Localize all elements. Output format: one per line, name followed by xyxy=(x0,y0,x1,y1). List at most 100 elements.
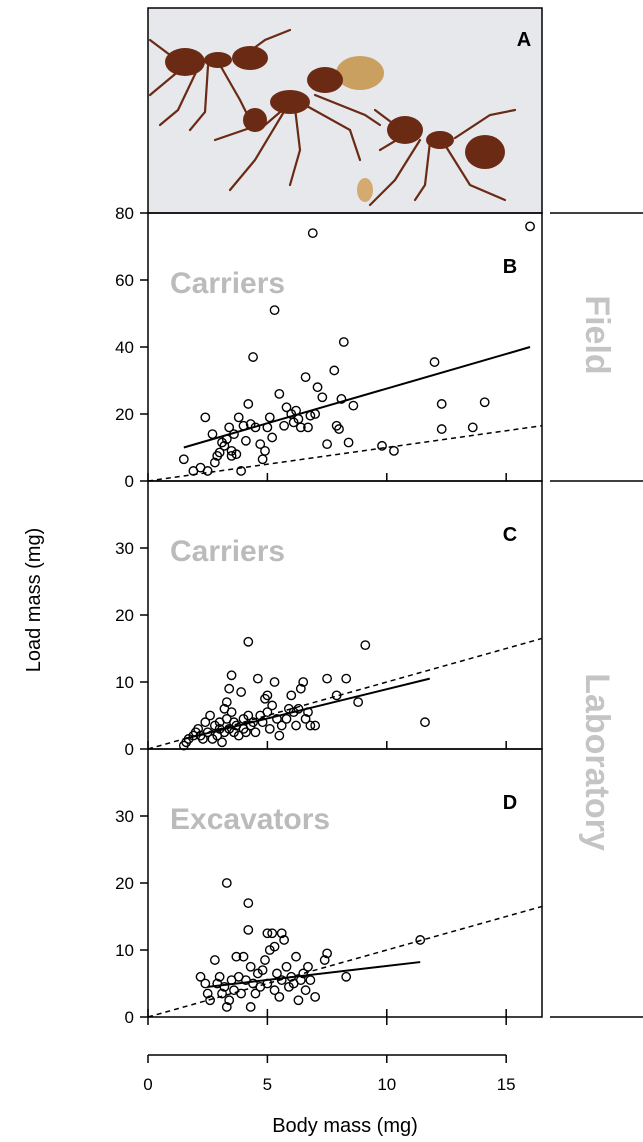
ant-body-segment xyxy=(270,90,310,114)
data-point xyxy=(262,690,273,701)
data-point xyxy=(267,928,278,939)
data-point xyxy=(262,978,273,989)
data-point xyxy=(200,717,211,728)
data-point xyxy=(429,357,440,367)
ant-body-segment xyxy=(465,135,505,169)
ant-illustration xyxy=(148,28,517,207)
data-point xyxy=(293,995,304,1006)
ant-leg xyxy=(413,140,432,202)
data-point xyxy=(243,925,254,935)
data-point xyxy=(257,454,268,465)
ant-body-segment xyxy=(165,48,205,76)
data-point xyxy=(295,422,306,433)
y-tick-label: 0 xyxy=(125,740,134,759)
y-axis-label: Load mass (mg) xyxy=(23,528,45,673)
y-tick-label: 0 xyxy=(125,472,134,491)
data-point xyxy=(178,454,189,465)
data-point xyxy=(281,402,292,413)
data-point xyxy=(276,928,287,939)
plot-panels: 0 20 40 60 80 Carriers B 0 10 20 30 Carriers C 0 10 20 3… xyxy=(115,204,543,1094)
reference-line xyxy=(147,905,543,1018)
data-point xyxy=(262,707,273,718)
data-point xyxy=(269,305,280,316)
data-point xyxy=(231,951,242,962)
data-point xyxy=(343,437,354,448)
soil-grain xyxy=(357,178,373,202)
data-point xyxy=(307,228,318,239)
panel-letter-c: C xyxy=(503,524,517,546)
ant-leg xyxy=(443,143,507,202)
photo-panel-a: Photograph of leaf-cutting ants carrying… xyxy=(147,7,543,214)
data-point xyxy=(319,955,330,965)
scatter-panel-b: 0 20 40 60 80 Carriers B xyxy=(115,204,543,491)
data-point xyxy=(200,412,211,423)
data-point xyxy=(276,720,287,731)
data-point xyxy=(248,352,258,362)
data-point xyxy=(233,412,244,423)
data-point xyxy=(252,673,263,684)
data-point xyxy=(221,697,232,707)
data-point xyxy=(236,687,247,697)
data-point xyxy=(226,670,237,681)
data-point xyxy=(241,727,251,738)
y-tick-label: 10 xyxy=(115,941,134,960)
data-point xyxy=(219,981,230,992)
data-point xyxy=(436,399,447,409)
data-point xyxy=(322,439,332,450)
y-tick-label: 60 xyxy=(115,271,134,290)
data-point xyxy=(245,1002,256,1012)
data-point xyxy=(436,424,447,434)
data-point xyxy=(195,971,206,982)
ant-body-segment xyxy=(387,116,423,144)
data-point xyxy=(298,677,309,687)
y-tick-label: 40 xyxy=(115,338,134,357)
data-point xyxy=(250,727,261,738)
x-axis-label: Body mass (mg) xyxy=(272,1115,418,1137)
x-tick-label: 10 xyxy=(377,1075,396,1094)
data-point xyxy=(198,734,208,744)
data-point xyxy=(303,707,313,718)
data-point xyxy=(202,466,213,476)
data-point xyxy=(317,392,328,403)
data-point xyxy=(226,707,237,718)
data-point xyxy=(295,975,306,986)
ant-leg xyxy=(148,38,172,57)
data-point xyxy=(269,677,280,687)
data-point xyxy=(329,365,340,376)
data-point xyxy=(310,992,321,1002)
data-point xyxy=(303,422,313,433)
data-point xyxy=(236,466,247,476)
data-point xyxy=(226,450,237,461)
data-point xyxy=(257,965,268,975)
data-point xyxy=(248,717,258,728)
group-label-field: Field xyxy=(578,295,616,374)
data-point xyxy=(272,968,282,979)
data-point xyxy=(217,737,227,748)
panel-title: Excavators xyxy=(170,803,330,836)
data-point xyxy=(291,720,301,731)
data-point xyxy=(272,713,282,724)
ant-leg xyxy=(453,108,517,140)
data-point xyxy=(338,337,349,347)
data-point xyxy=(221,434,232,445)
data-point xyxy=(209,457,220,468)
y-tick-label: 30 xyxy=(115,807,134,826)
data-point xyxy=(281,713,292,724)
y-tick-label: 30 xyxy=(115,539,134,558)
ant-leg xyxy=(228,108,287,192)
data-point xyxy=(269,985,280,996)
ant-body-segment xyxy=(232,46,268,70)
data-point xyxy=(238,951,249,962)
y-tick-label: 20 xyxy=(115,405,134,424)
data-point xyxy=(260,445,270,456)
data-point xyxy=(269,941,280,952)
ant-leg xyxy=(148,68,182,97)
data-point xyxy=(219,440,230,451)
scatter-panel-c: 0 10 20 30 Carriers C xyxy=(115,480,543,759)
data-point xyxy=(305,975,316,986)
data-point xyxy=(264,724,275,734)
ant-body-segment xyxy=(307,67,343,93)
ant-leg xyxy=(188,64,210,132)
data-point xyxy=(224,422,235,433)
data-point xyxy=(310,720,321,731)
